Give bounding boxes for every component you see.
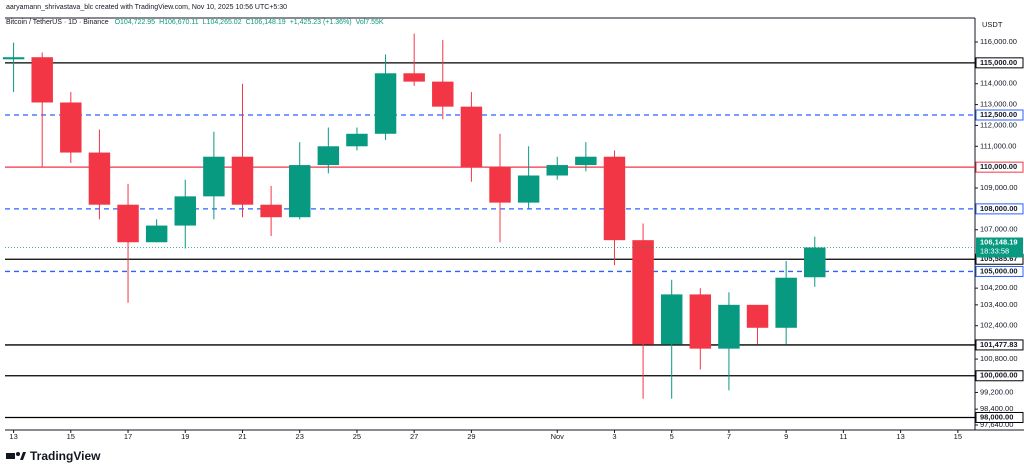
candle-body [718, 304, 740, 349]
y-tick-label: 113,000.00 [980, 100, 1017, 109]
level-label: 115,000.00 [980, 58, 1017, 67]
candle-body [88, 152, 111, 205]
x-tick-label: 29 [467, 432, 475, 441]
x-tick-label: 13 [9, 432, 17, 441]
ohlc-value: C106,148.19 [246, 19, 286, 26]
y-tick-label: 103,400.00 [980, 300, 1018, 309]
y-tick-label: 107,000.00 [980, 225, 1018, 234]
currency: USDT [982, 20, 1003, 29]
x-tick-label: 19 [181, 432, 189, 441]
candle-body [346, 133, 368, 147]
level-label-box [975, 370, 1024, 382]
x-tick-label: 3 [612, 432, 616, 441]
candle-body [775, 277, 797, 328]
candle-body [317, 146, 340, 166]
candle-body [660, 294, 683, 345]
logo-mark [6, 453, 15, 459]
candle-body [517, 175, 540, 203]
candle-body [546, 165, 568, 176]
y-tick-label: 100,800.00 [980, 354, 1018, 363]
level-label: 105,000.00 [980, 266, 1018, 275]
candle-body [117, 204, 139, 243]
x-tick-label: 15 [954, 432, 962, 441]
level-label-box [975, 57, 1024, 69]
level-label-box [975, 411, 1024, 423]
level-label: 105,585.67 [980, 254, 1018, 263]
candle-body [374, 73, 397, 134]
x-tick-label: 7 [727, 432, 731, 441]
x-tick-label: 9 [784, 432, 788, 441]
candle-body [231, 156, 254, 205]
level-label: 110,000.00 [980, 162, 1017, 171]
ohlc-value: +1,425.23 (+1.36%) [290, 19, 352, 26]
candle-body [403, 73, 425, 82]
ohlc-value: H106,670.11 [159, 19, 199, 26]
level-label: 101,477.83 [980, 340, 1018, 349]
countdown: 18:33:58 [980, 246, 1009, 255]
x-tick-label: 13 [896, 432, 904, 441]
symbol: Bitcoin / TetherUS · 1D · Binance [6, 19, 109, 26]
candle-body [689, 294, 712, 349]
candle-body [203, 156, 225, 197]
candle-body [489, 167, 511, 203]
x-tick-label: 27 [410, 432, 418, 441]
candle-body [288, 165, 311, 218]
ohlc-value: Vol7.55K [356, 19, 384, 26]
x-tick-label: 5 [670, 432, 674, 441]
level-label-box [975, 109, 1024, 121]
candle-body [174, 196, 196, 226]
candle-body [804, 247, 826, 278]
level-label: 100,000.00 [980, 371, 1018, 380]
level-label-box [975, 161, 1024, 173]
y-tick-label: 97,640.00 [980, 420, 1013, 429]
x-tick-label: Nov [551, 432, 565, 441]
y-tick-label: 102,400.00 [980, 321, 1018, 330]
level-label-box [975, 203, 1024, 215]
candle-body [60, 102, 82, 153]
y-tick-label: 104,200.00 [980, 283, 1018, 292]
x-tick-label: 11 [839, 432, 847, 441]
y-tick-label: 98,400.00 [980, 404, 1013, 413]
logo: TradingView [6, 449, 101, 463]
level-label-box [975, 339, 1024, 351]
x-tick-label: 15 [67, 432, 75, 441]
credit: aaryamann_shrivastava_blc created with T… [6, 4, 287, 11]
level-label: 112,500.00 [980, 110, 1017, 119]
y-tick-label: 109,000.00 [980, 183, 1018, 192]
level-label: 108,000.00 [980, 204, 1018, 213]
logo-mark [16, 452, 20, 456]
x-tick-label: 23 [296, 432, 304, 441]
candle-body [260, 204, 282, 218]
y-tick-label: 112,000.00 [980, 120, 1017, 129]
x-tick-label: 21 [238, 432, 246, 441]
level-label: 98,000.00 [980, 412, 1013, 421]
y-tick-label: 99,200.00 [980, 387, 1013, 396]
last-price-label: 106,148.19 [980, 237, 1018, 246]
candle-body [575, 156, 597, 166]
candle-body [460, 106, 483, 168]
y-tick-label: 116,000.00 [980, 37, 1017, 46]
candle-body [746, 304, 769, 328]
y-tick-label: 114,000.00 [980, 79, 1017, 88]
candle-body [432, 81, 454, 107]
logo-mark [20, 452, 26, 460]
brand: TradingView [30, 449, 101, 463]
candle-body [31, 57, 53, 103]
candle-body [145, 225, 168, 243]
candle-body [603, 156, 626, 241]
ohlc-value: L104,265.02 [203, 19, 242, 26]
level-label-box [975, 265, 1024, 277]
x-tick-label: 17 [124, 432, 132, 441]
x-tick-label: 25 [353, 432, 361, 441]
ohlc-value: O104,722.95 [115, 19, 156, 26]
candle-body [632, 240, 654, 345]
y-tick-label: 111,000.00 [980, 141, 1016, 150]
last-price-box [976, 237, 1023, 258]
candle-body [2, 57, 25, 60]
